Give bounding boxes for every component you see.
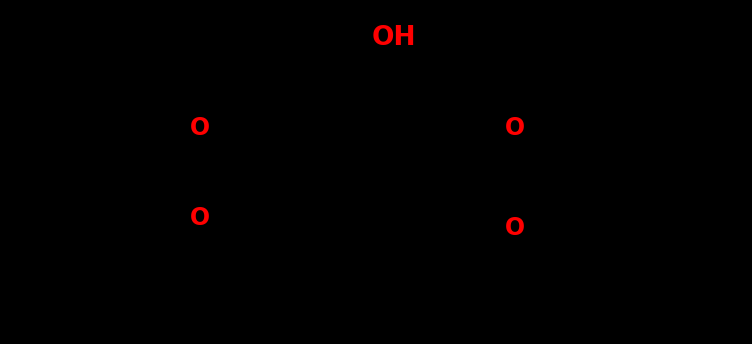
Text: OH: OH: [372, 25, 417, 51]
Text: O: O: [190, 116, 210, 140]
Text: O: O: [505, 216, 525, 240]
Text: O: O: [190, 206, 210, 230]
Text: O: O: [505, 116, 525, 140]
